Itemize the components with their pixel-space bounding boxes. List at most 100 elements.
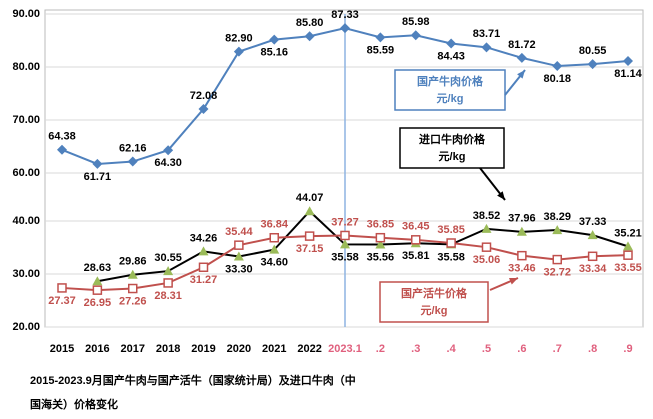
x-tick-label: 2015 xyxy=(50,343,74,355)
data-label: 83.71 xyxy=(473,28,501,40)
data-label: 36.84 xyxy=(260,219,288,231)
data-label: 34.60 xyxy=(260,257,288,269)
data-label: 35.81 xyxy=(402,250,430,262)
data-label: 84.43 xyxy=(437,50,465,62)
y-tick-label: 80.00 xyxy=(12,61,40,73)
arrow-head xyxy=(497,191,505,200)
marker xyxy=(481,242,492,252)
data-label: 85.16 xyxy=(260,47,288,59)
y-tick-label: 90.00 xyxy=(12,8,40,20)
data-label: 26.95 xyxy=(84,297,112,309)
y-tick-label: 20.00 xyxy=(12,321,40,333)
marker xyxy=(92,158,103,169)
annotation-box xyxy=(394,69,506,111)
data-label: 37.33 xyxy=(579,216,607,228)
marker xyxy=(481,42,492,53)
marker xyxy=(163,278,173,288)
data-label: 33.30 xyxy=(225,263,253,275)
data-label: 85.80 xyxy=(296,17,324,29)
plot-area xyxy=(44,9,644,328)
marker xyxy=(340,239,350,249)
x-tick-label: 2020 xyxy=(227,343,251,355)
data-label: 35.58 xyxy=(331,251,359,263)
marker xyxy=(623,241,633,251)
data-label: 35.06 xyxy=(473,254,501,266)
x-tick-label: 2021 xyxy=(262,343,286,355)
marker xyxy=(517,250,527,261)
marker xyxy=(304,231,315,241)
marker xyxy=(269,244,280,254)
marker xyxy=(269,34,280,45)
data-label: 37.27 xyxy=(331,216,359,228)
marker xyxy=(234,240,244,250)
x-tick-label: 2023.1 xyxy=(328,343,362,355)
marker xyxy=(127,156,138,167)
marker xyxy=(92,285,103,295)
annotation-unit: 元/kg xyxy=(437,92,464,105)
x-tick-label: 2018 xyxy=(156,343,180,355)
annotation-box xyxy=(379,281,489,323)
marker xyxy=(233,251,244,261)
data-label: 32.72 xyxy=(543,266,571,278)
data-label: 34.26 xyxy=(190,232,218,244)
x-tick-label: 2016 xyxy=(85,343,109,355)
data-label: 28.63 xyxy=(84,262,112,274)
annotation-text: 国产活牛价格 xyxy=(401,286,468,300)
marker xyxy=(552,225,563,235)
data-label: 33.55 xyxy=(614,262,642,274)
annotation-text: 国产牛肉价格 xyxy=(417,74,484,88)
data-label: 37.96 xyxy=(508,213,536,225)
arrow-head xyxy=(517,70,525,79)
marker xyxy=(552,254,562,265)
data-label: 35.56 xyxy=(367,251,395,263)
marker xyxy=(587,251,598,262)
marker xyxy=(375,232,386,243)
data-label: 35.85 xyxy=(437,224,465,236)
marker xyxy=(375,32,386,43)
data-label: 27.26 xyxy=(119,295,147,307)
data-label: 36.45 xyxy=(402,221,430,233)
marker xyxy=(340,230,350,241)
data-label: 30.55 xyxy=(154,252,182,264)
marker xyxy=(198,246,209,256)
data-label: 44.07 xyxy=(296,192,324,204)
marker xyxy=(340,23,350,34)
y-tick-label: 40.00 xyxy=(12,215,40,227)
marker xyxy=(163,266,174,276)
series-line xyxy=(97,209,629,283)
marker xyxy=(304,31,315,42)
x-tick-label: .6 xyxy=(517,343,526,355)
data-label: 37.15 xyxy=(296,243,324,255)
annotation-unit: 元/kg xyxy=(421,304,448,317)
marker xyxy=(587,230,598,240)
data-label: 85.98 xyxy=(402,16,430,28)
marker xyxy=(233,46,244,57)
marker xyxy=(516,226,527,236)
y-tick-label: 30.00 xyxy=(12,268,40,280)
y-tick-label: 60.00 xyxy=(12,167,40,179)
data-label: 38.52 xyxy=(473,210,501,222)
data-label: 31.27 xyxy=(190,274,218,286)
data-label: 64.30 xyxy=(154,157,182,169)
data-label: 80.18 xyxy=(543,73,571,85)
marker xyxy=(587,59,598,70)
marker xyxy=(128,283,138,294)
marker xyxy=(163,145,174,156)
data-label: 64.38 xyxy=(48,131,76,143)
marker xyxy=(446,38,457,49)
data-label: 61.71 xyxy=(84,171,112,183)
annotation-box xyxy=(399,127,505,169)
data-label: 35.21 xyxy=(614,227,642,239)
marker xyxy=(623,55,633,66)
marker xyxy=(92,276,103,286)
marker xyxy=(375,239,386,249)
marker xyxy=(304,206,315,216)
marker xyxy=(411,235,421,245)
data-label: 36.85 xyxy=(367,219,395,231)
marker xyxy=(481,223,492,233)
data-label: 87.33 xyxy=(331,9,359,21)
marker xyxy=(410,30,421,41)
marker xyxy=(446,238,456,248)
x-tick-label: .7 xyxy=(553,343,562,355)
marker xyxy=(269,232,279,243)
